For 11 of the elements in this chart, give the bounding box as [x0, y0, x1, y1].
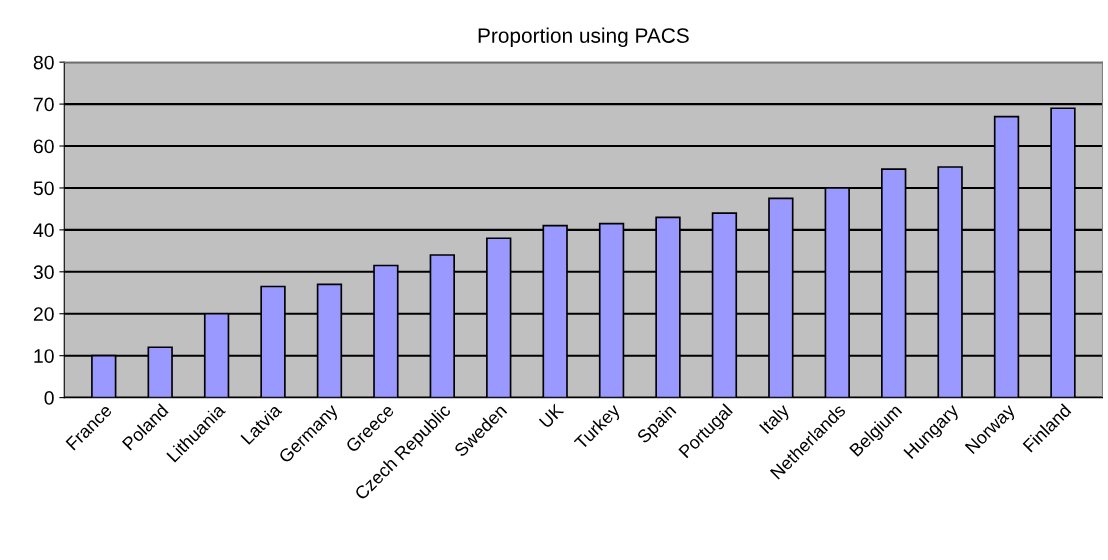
y-tick-label: 40 [33, 223, 54, 238]
y-tick-label: 50 [33, 181, 54, 196]
y-tick-label: 10 [34, 349, 54, 363]
y-tick-label: 20 [33, 307, 54, 321]
y-tick-label: 80 [33, 55, 54, 70]
y-tick-label: 30 [33, 265, 54, 280]
x-tick-label: UK [538, 403, 565, 429]
chart-title: Proportion using PACS [478, 27, 689, 48]
y-tick-label: 60 [33, 139, 54, 154]
y-tick-label: 70 [33, 97, 54, 112]
y-tick-label: 0 [44, 391, 54, 405]
